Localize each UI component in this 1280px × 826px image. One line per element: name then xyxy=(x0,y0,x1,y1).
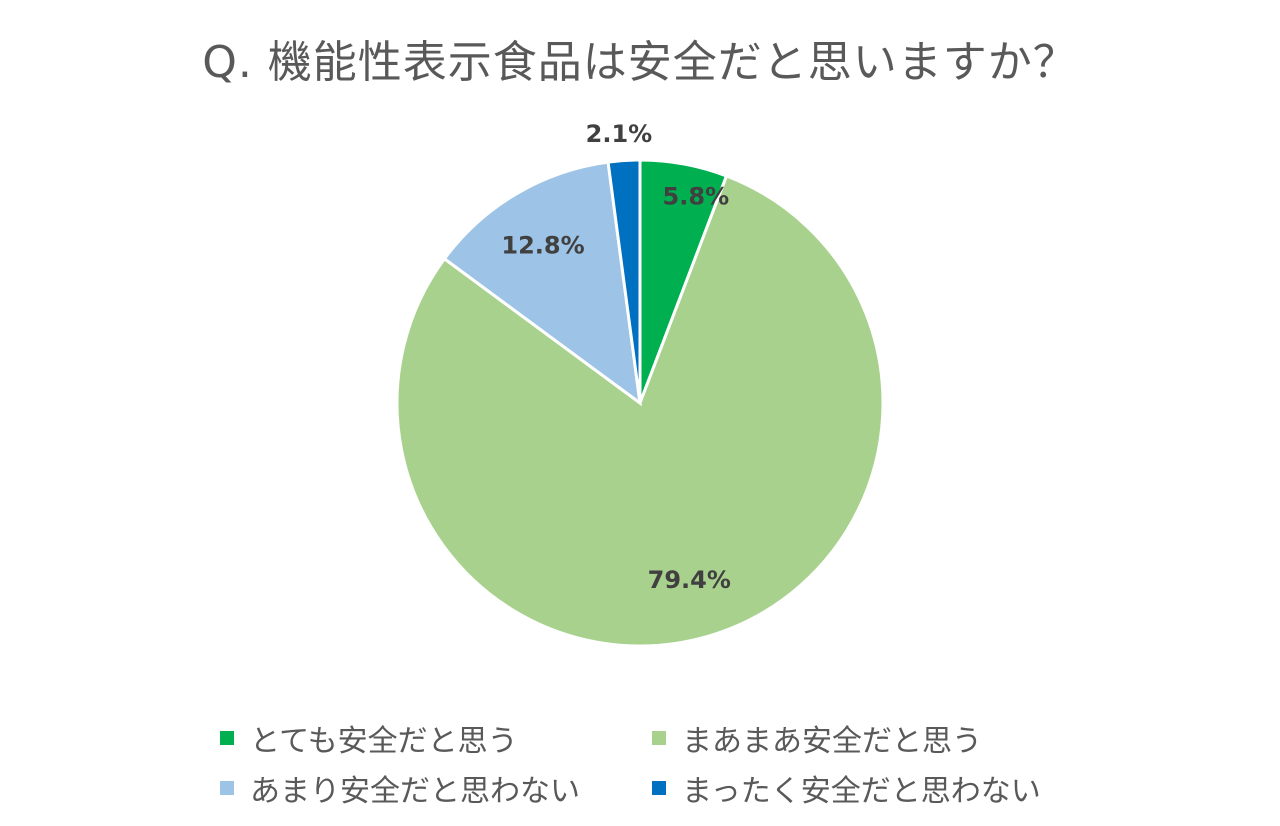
legend-label-not-very-safe: あまり安全だと思わない xyxy=(250,774,580,809)
data-label-not-very-safe: 12.8% xyxy=(501,231,584,259)
legend-swatch-very-safe xyxy=(220,731,234,745)
pie-slice-not-safe-at-all xyxy=(606,158,642,404)
chart-title: Q. 機能性表示食品は安全だと思いますか？ xyxy=(202,37,1078,88)
pie-data-labels: 5.8% 79.4% 12.8% 2.1% xyxy=(501,120,731,594)
legend-item-not-safe-at-all: まったく安全だと思わない xyxy=(652,766,1041,810)
legend-label-not-safe-at-all: まったく安全だと思わない xyxy=(682,774,1041,809)
data-label-very-safe: 5.8% xyxy=(663,182,730,210)
pie-slice-somewhat-safe xyxy=(395,173,885,648)
data-label-not-safe-at-all: 2.1% xyxy=(586,120,653,148)
legend-swatch-not-safe-at-all xyxy=(652,781,666,795)
pie-slice-not-very-safe xyxy=(442,160,642,407)
legend-label-somewhat-safe: まあまあ安全だと思う xyxy=(682,724,982,759)
legend-swatch-not-very-safe xyxy=(220,781,234,795)
legend-item-very-safe: とても安全だと思う xyxy=(220,716,518,760)
legend-item-not-very-safe: あまり安全だと思わない xyxy=(220,766,580,810)
data-label-somewhat-safe: 79.4% xyxy=(648,566,731,594)
legend-label-very-safe: とても安全だと思う xyxy=(250,724,518,759)
legend-item-somewhat-safe: まあまあ安全だと思う xyxy=(652,716,982,760)
legend-swatch-somewhat-safe xyxy=(652,731,666,745)
pie-slices xyxy=(395,158,885,648)
